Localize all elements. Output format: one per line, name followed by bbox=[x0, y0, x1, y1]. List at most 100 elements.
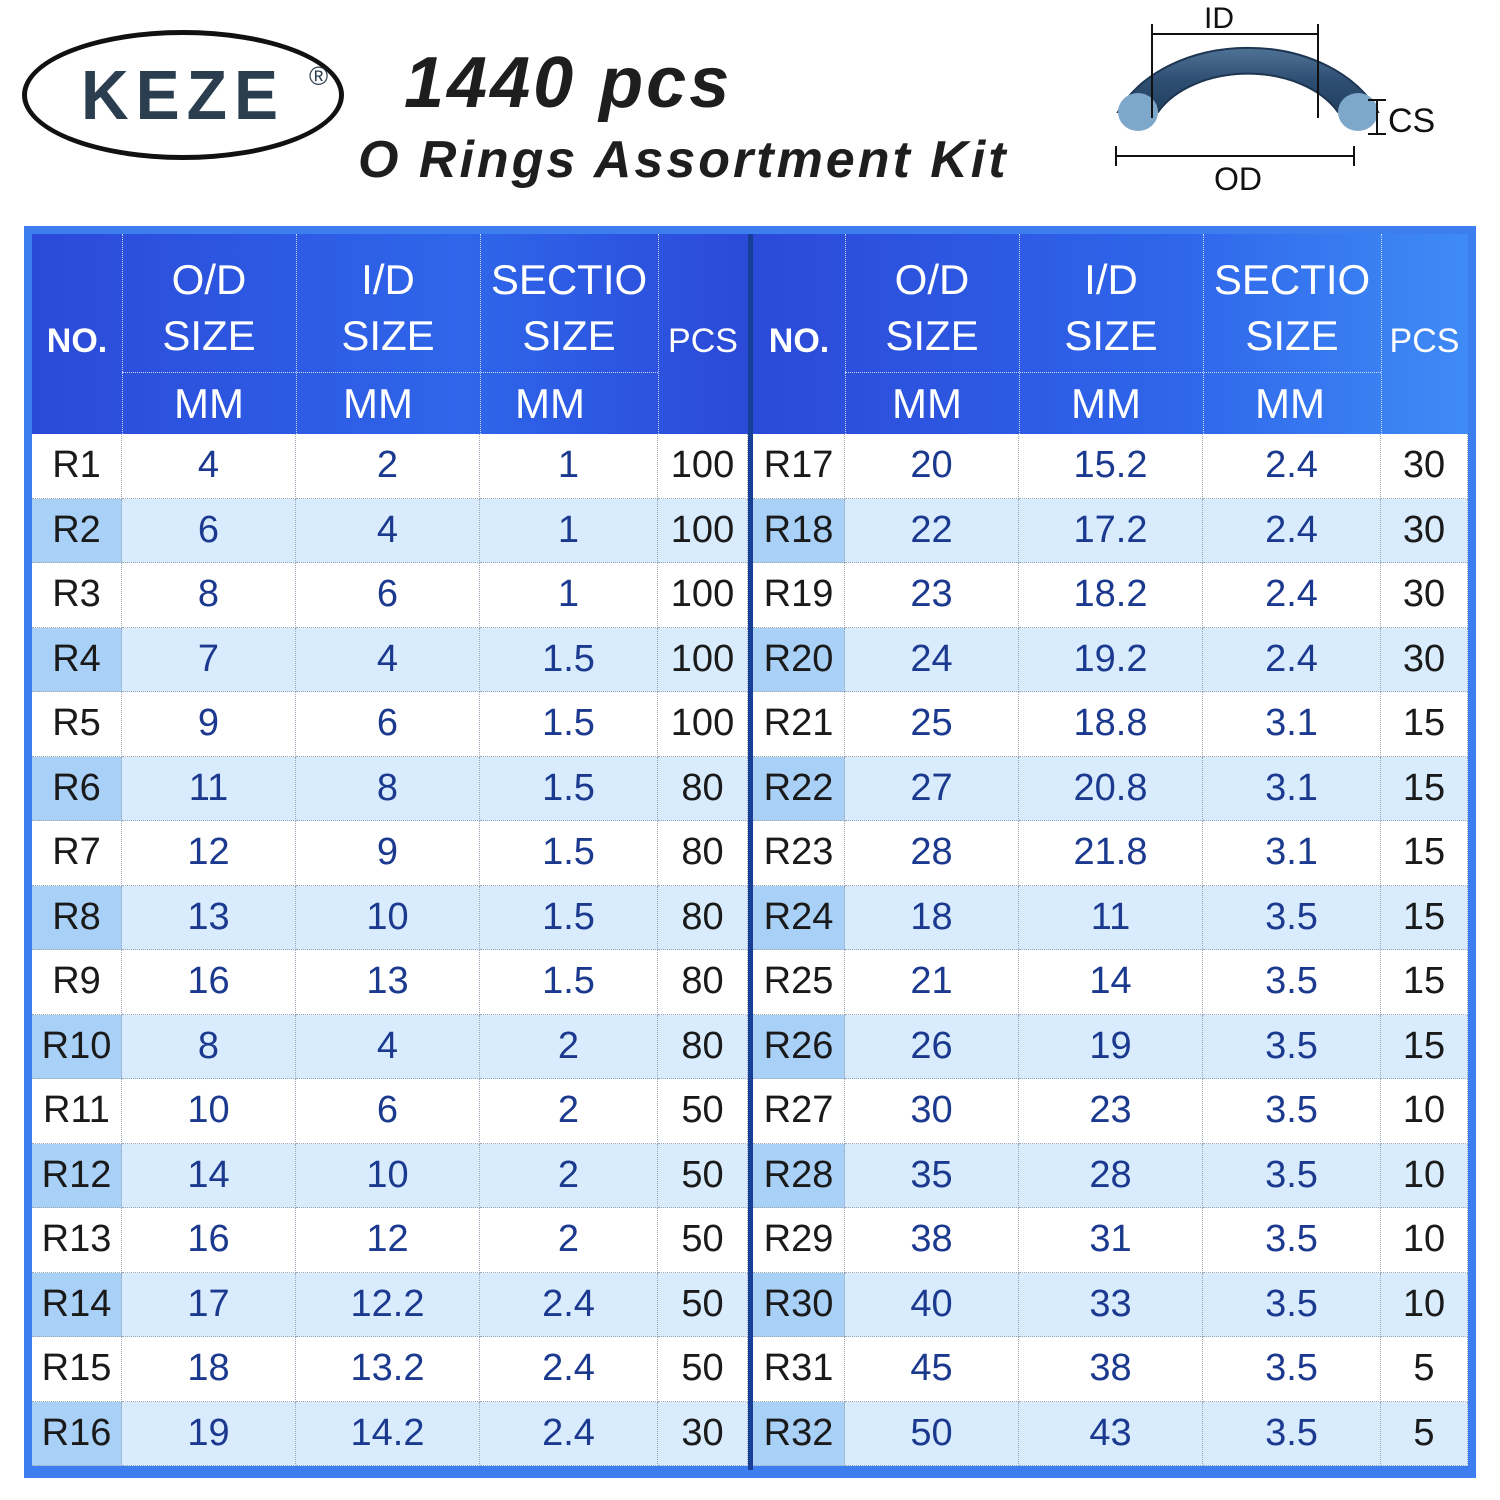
section-size-cell: 1.5 bbox=[480, 627, 658, 692]
header-unit-id-left: MM bbox=[343, 380, 413, 427]
pcs-count-cell: 30 bbox=[1381, 434, 1468, 499]
section-size-cell: 3.1 bbox=[1203, 692, 1381, 757]
od-label: OD bbox=[1214, 161, 1262, 197]
od-size-cell: 8 bbox=[122, 563, 296, 628]
id-size-cell: 6 bbox=[296, 1079, 480, 1144]
row-number-cell: R28 bbox=[753, 1143, 845, 1208]
row-number-cell: R1 bbox=[32, 434, 122, 499]
row-number-cell: R24 bbox=[753, 885, 845, 950]
section-size-cell: 3.5 bbox=[1203, 1272, 1381, 1337]
od-size-cell: 25 bbox=[845, 692, 1019, 757]
od-size-cell: 22 bbox=[845, 498, 1019, 563]
row-number-cell: R29 bbox=[753, 1208, 845, 1273]
id-size-cell: 19.2 bbox=[1019, 627, 1203, 692]
section-size-cell: 2.4 bbox=[480, 1401, 658, 1466]
id-size-cell: 2 bbox=[296, 434, 480, 499]
id-size-cell: 13 bbox=[296, 950, 480, 1015]
cs-label: CS bbox=[1388, 102, 1435, 140]
row-number-cell: R25 bbox=[753, 950, 845, 1015]
section-size-cell: 3.5 bbox=[1203, 1014, 1381, 1079]
od-size-cell: 4 bbox=[122, 434, 296, 499]
header-unit-id-right: MM bbox=[1071, 380, 1141, 427]
header-section-line2: SIZE bbox=[1245, 312, 1339, 359]
od-size-cell: 35 bbox=[845, 1143, 1019, 1208]
pcs-count-cell: 30 bbox=[1381, 498, 1468, 563]
pcs-count-cell: 50 bbox=[658, 1208, 748, 1273]
od-size-cell: 30 bbox=[845, 1079, 1019, 1144]
id-size-cell: 28 bbox=[1019, 1143, 1203, 1208]
page-header: KEZE ® 1440 pcs O Rings Assortment Kit I… bbox=[0, 0, 1500, 222]
id-size-cell: 6 bbox=[296, 692, 480, 757]
od-size-cell: 8 bbox=[122, 1014, 296, 1079]
pcs-count-cell: 50 bbox=[658, 1079, 748, 1144]
center-divider bbox=[748, 434, 753, 1470]
header-unit-od-right: MM bbox=[892, 380, 962, 427]
pcs-count-cell: 80 bbox=[658, 1014, 748, 1079]
header-unit-od-left: MM bbox=[174, 380, 244, 427]
header-id-line1: I/D bbox=[361, 256, 415, 303]
pcs-count-cell: 30 bbox=[1381, 627, 1468, 692]
registered-mark: ® bbox=[309, 61, 329, 91]
pcs-count-cell: 15 bbox=[1381, 950, 1468, 1015]
row-number-cell: R11 bbox=[32, 1079, 122, 1144]
od-size-cell: 18 bbox=[845, 885, 1019, 950]
od-size-cell: 38 bbox=[845, 1208, 1019, 1273]
id-size-cell: 13.2 bbox=[296, 1337, 480, 1402]
id-size-cell: 4 bbox=[296, 498, 480, 563]
row-number-cell: R17 bbox=[753, 434, 845, 499]
o-ring-arc bbox=[1116, 46, 1380, 113]
header-od-left: O/D SIZE bbox=[122, 250, 296, 366]
section-size-cell: 1.5 bbox=[480, 885, 658, 950]
header-section-left: SECTIO SIZE bbox=[480, 250, 658, 366]
od-size-cell: 13 bbox=[122, 885, 296, 950]
pcs-count-cell: 80 bbox=[658, 950, 748, 1015]
row-number-cell: R6 bbox=[32, 756, 122, 821]
pcs-count-cell: 15 bbox=[1381, 756, 1468, 821]
section-size-cell: 3.5 bbox=[1203, 1401, 1381, 1466]
section-size-cell: 2.4 bbox=[1203, 627, 1381, 692]
o-ring-left-end bbox=[1118, 93, 1158, 131]
section-size-cell: 3.1 bbox=[1203, 821, 1381, 886]
row-number-cell: R19 bbox=[753, 563, 845, 628]
id-size-cell: 18.8 bbox=[1019, 692, 1203, 757]
section-size-cell: 3.5 bbox=[1203, 1208, 1381, 1273]
pcs-count-cell: 100 bbox=[658, 627, 748, 692]
id-size-cell: 23 bbox=[1019, 1079, 1203, 1144]
row-number-cell: R30 bbox=[753, 1272, 845, 1337]
header-pcs-right: PCS bbox=[1389, 321, 1460, 360]
row-number-cell: R18 bbox=[753, 498, 845, 563]
id-size-cell: 38 bbox=[1019, 1337, 1203, 1402]
pcs-count-cell: 80 bbox=[658, 821, 748, 886]
pcs-count-cell: 15 bbox=[1381, 1014, 1468, 1079]
header-id-line1: I/D bbox=[1084, 256, 1138, 303]
row-number-cell: R10 bbox=[32, 1014, 122, 1079]
id-size-cell: 9 bbox=[296, 821, 480, 886]
brand-name: KEZE bbox=[80, 56, 286, 134]
section-size-cell: 3.5 bbox=[1203, 1079, 1381, 1144]
pcs-count-cell: 10 bbox=[1381, 1272, 1468, 1337]
section-size-cell: 1.5 bbox=[480, 692, 658, 757]
od-size-cell: 19 bbox=[122, 1401, 296, 1466]
id-size-cell: 18.2 bbox=[1019, 563, 1203, 628]
header-id-line2: SIZE bbox=[341, 312, 435, 359]
header-no-right: NO. bbox=[768, 321, 830, 360]
pcs-count-cell: 30 bbox=[1381, 563, 1468, 628]
id-size-cell: 12 bbox=[296, 1208, 480, 1273]
section-size-cell: 3.5 bbox=[1203, 950, 1381, 1015]
id-size-cell: 15.2 bbox=[1019, 434, 1203, 499]
od-size-cell: 20 bbox=[845, 434, 1019, 499]
header-unit-section-left: MM bbox=[515, 380, 585, 427]
od-size-cell: 16 bbox=[122, 1208, 296, 1273]
od-size-cell: 27 bbox=[845, 756, 1019, 821]
id-size-cell: 6 bbox=[296, 563, 480, 628]
section-size-cell: 1.5 bbox=[480, 950, 658, 1015]
id-size-cell: 21.8 bbox=[1019, 821, 1203, 886]
pcs-count-cell: 15 bbox=[1381, 885, 1468, 950]
header-unit-section-right: MM bbox=[1255, 380, 1325, 427]
od-size-cell: 7 bbox=[122, 627, 296, 692]
section-size-cell: 2 bbox=[480, 1014, 658, 1079]
id-size-cell: 10 bbox=[296, 1143, 480, 1208]
id-size-cell: 10 bbox=[296, 885, 480, 950]
pcs-count-cell: 10 bbox=[1381, 1079, 1468, 1144]
id-label: ID bbox=[1204, 2, 1234, 35]
